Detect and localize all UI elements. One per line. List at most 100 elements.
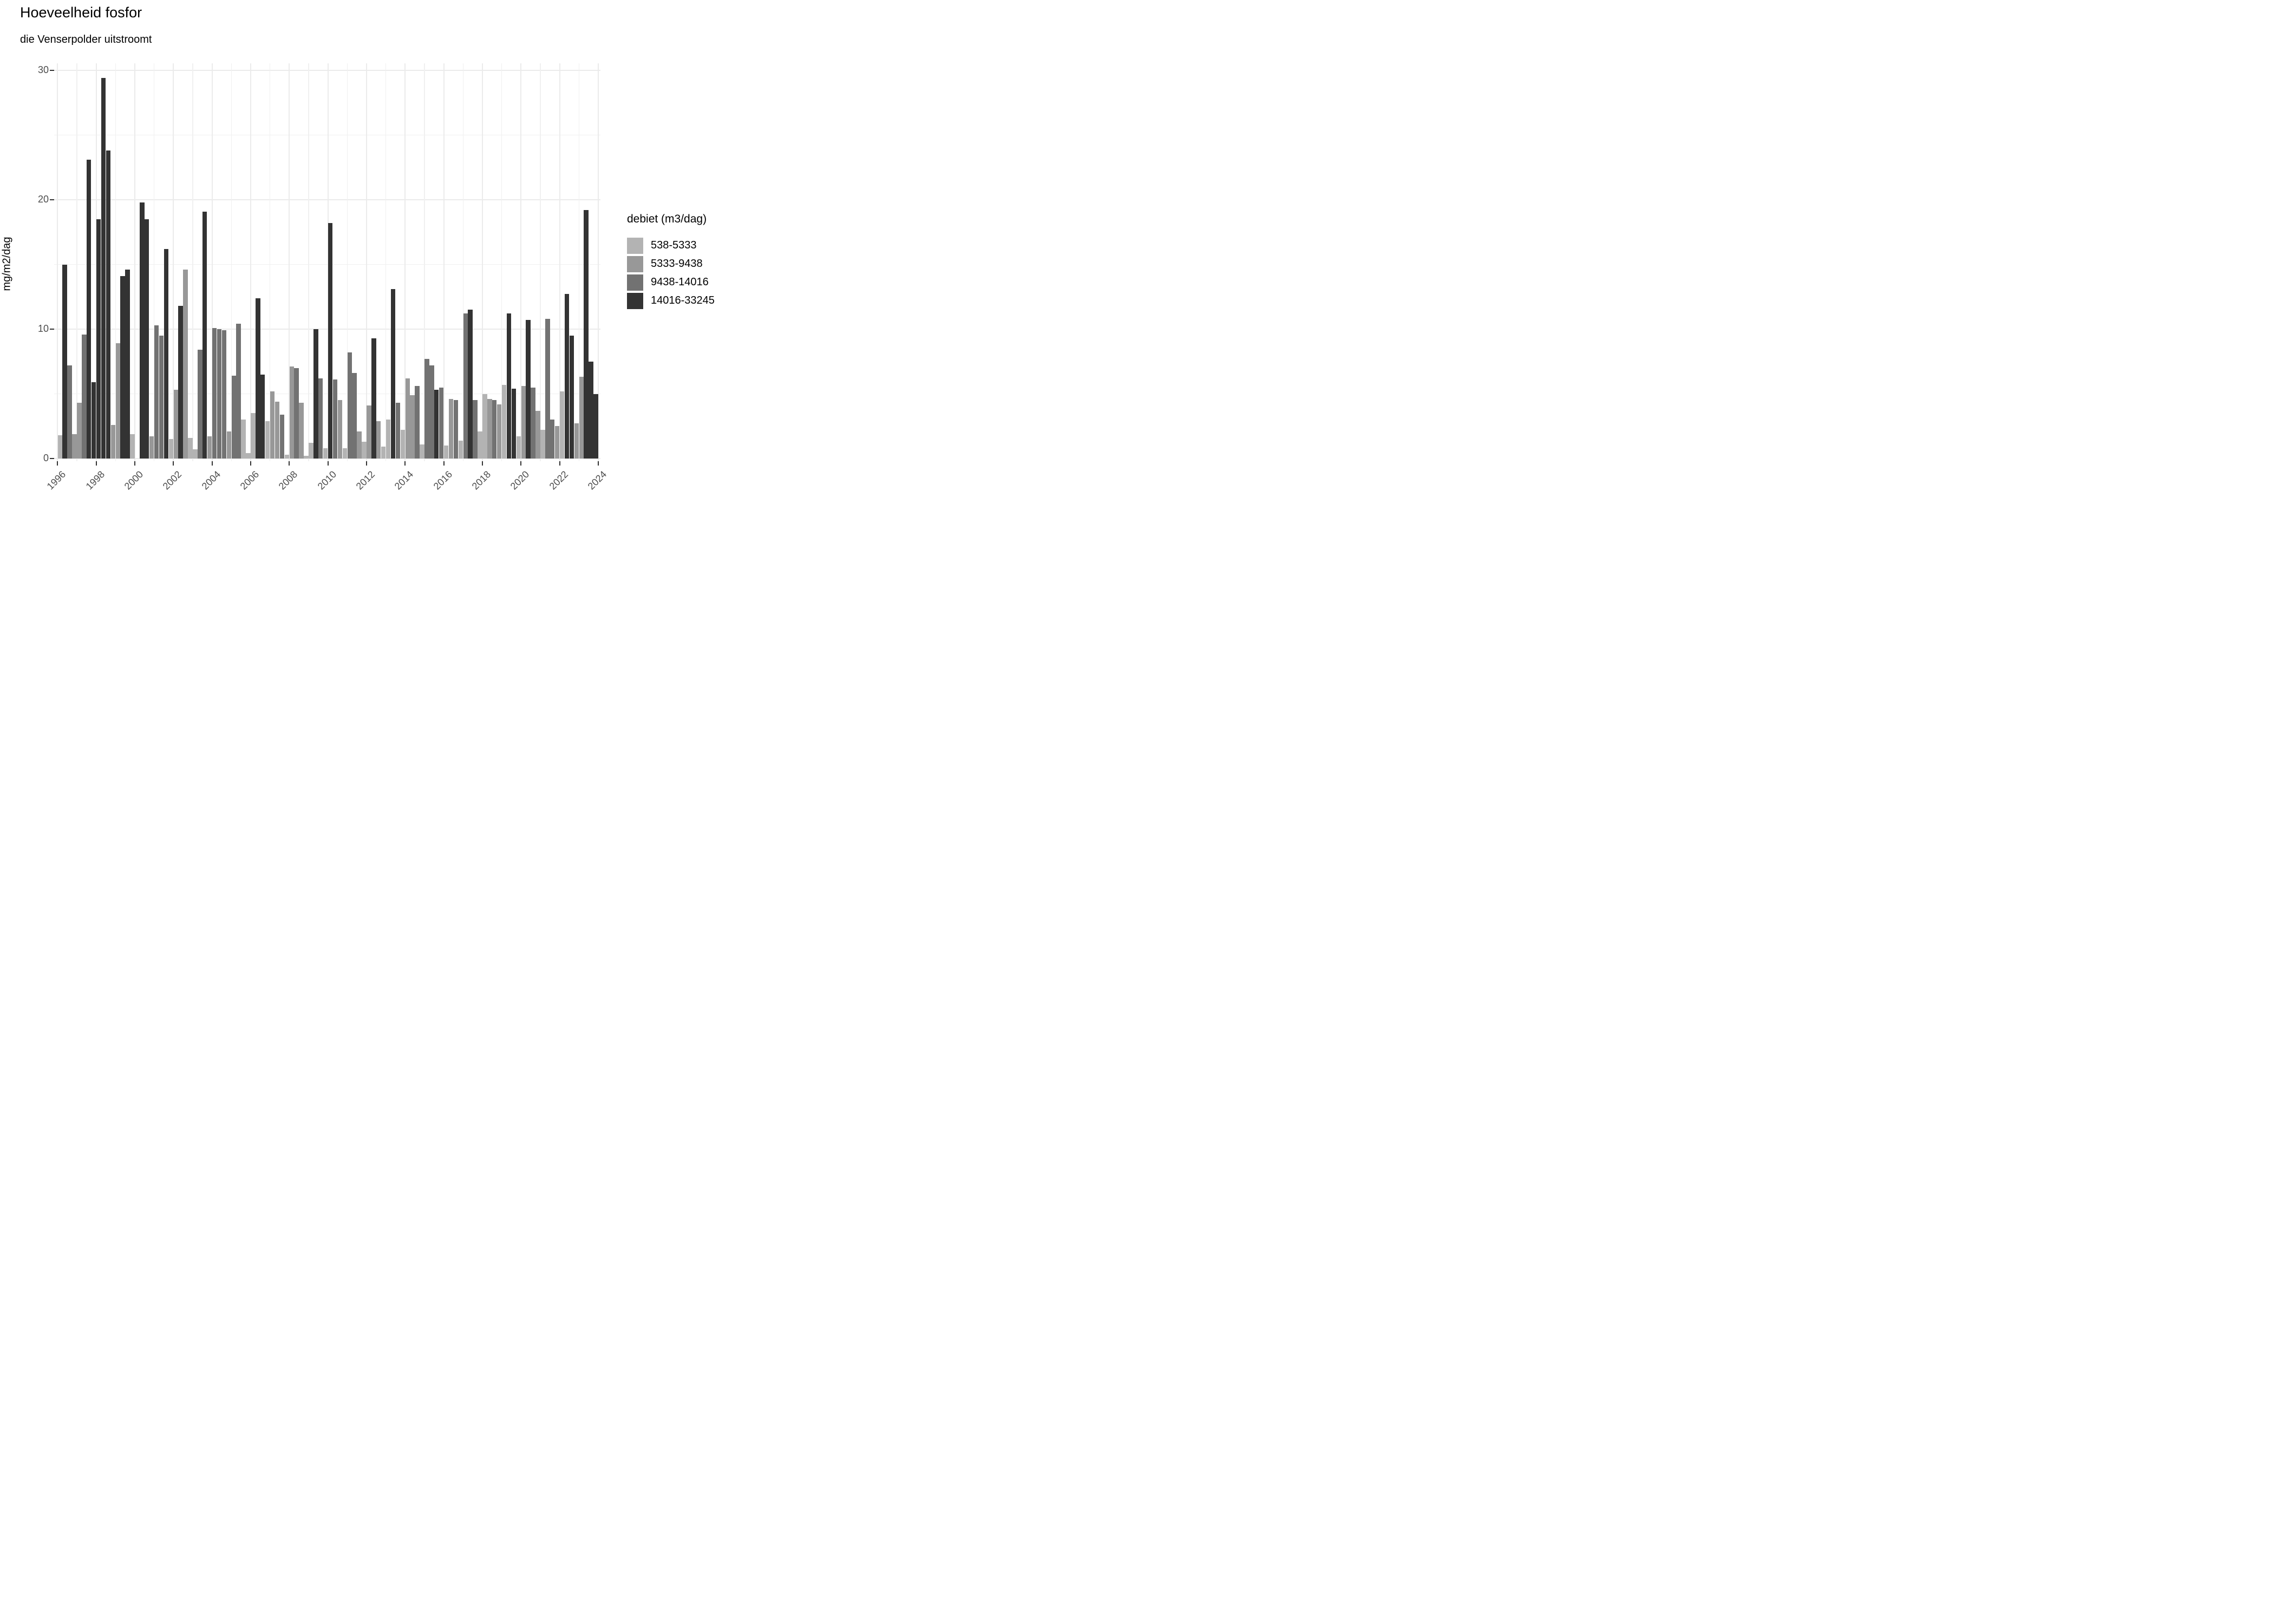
bar <box>463 313 468 459</box>
bar <box>443 446 449 459</box>
chart-title: Hoeveelheid fosfor <box>20 4 142 21</box>
legend-label: 538-5333 <box>651 239 697 251</box>
bar <box>72 434 77 459</box>
bar <box>550 420 555 459</box>
bar <box>478 431 482 459</box>
gridline-y-minor <box>54 134 600 136</box>
bar <box>221 330 227 459</box>
gridline-x-major <box>365 63 368 461</box>
x-tick-mark <box>289 461 290 466</box>
bar <box>424 358 429 459</box>
bar <box>125 270 130 459</box>
bar <box>294 368 299 459</box>
bar <box>554 426 560 459</box>
bar <box>429 365 434 459</box>
x-tick-mark <box>559 461 560 466</box>
x-tick-label: 2008 <box>276 469 300 492</box>
bar <box>439 387 444 459</box>
x-tick-mark <box>95 461 97 466</box>
bar <box>110 424 116 459</box>
bar <box>202 211 207 459</box>
bar <box>270 391 275 459</box>
gridline-x-minor <box>578 63 580 461</box>
bar <box>91 382 96 459</box>
bar <box>140 202 145 459</box>
legend-key-swatch <box>627 293 643 309</box>
bar <box>309 443 313 459</box>
bar <box>362 441 367 459</box>
gridline-x-minor <box>115 63 116 461</box>
bar <box>332 379 338 459</box>
y-tick-mark <box>50 199 54 200</box>
bar <box>212 328 217 459</box>
gridline-x-minor <box>153 63 155 461</box>
bar <box>579 377 584 459</box>
bar <box>482 394 487 459</box>
bar <box>106 150 111 459</box>
y-axis-label: mg/m2/dag <box>1 237 13 291</box>
x-tick-mark <box>520 461 522 466</box>
gridline-y-minor <box>54 393 600 395</box>
bar <box>405 378 410 459</box>
bar <box>468 310 473 459</box>
bar <box>130 434 135 459</box>
bar <box>589 361 593 459</box>
bar <box>231 376 236 459</box>
bar <box>535 410 540 459</box>
x-tick-mark <box>250 461 251 466</box>
bar <box>313 329 318 459</box>
bar <box>241 420 246 459</box>
y-tick-label: 0 <box>43 453 49 463</box>
gridline-x-major <box>173 63 174 461</box>
bar <box>77 403 82 459</box>
legend-key-swatch <box>627 256 643 272</box>
bar <box>251 413 256 459</box>
x-tick-label: 2002 <box>160 469 184 492</box>
bar <box>328 223 333 459</box>
gridline-x-major <box>57 63 58 461</box>
x-tick-mark <box>443 461 445 466</box>
bar <box>390 289 396 459</box>
bar <box>217 329 222 459</box>
bar <box>87 159 92 459</box>
bar <box>564 294 570 459</box>
bar <box>574 423 579 459</box>
gridline-x-minor <box>269 63 271 461</box>
bar <box>193 449 198 459</box>
y-tick-label: 10 <box>37 323 49 334</box>
bar <box>434 390 439 459</box>
gridline-x-major <box>95 63 97 461</box>
bar <box>473 400 478 459</box>
gridline-x-major <box>250 63 252 461</box>
bar <box>115 343 120 459</box>
gridline-x-major <box>289 63 290 461</box>
bar <box>154 325 159 459</box>
bar <box>395 403 401 459</box>
bar <box>531 387 535 459</box>
bar <box>357 431 362 459</box>
legend-key-swatch <box>627 274 643 291</box>
x-tick-mark <box>211 461 213 466</box>
bar <box>420 444 424 459</box>
bar <box>487 399 492 459</box>
x-tick-label: 2018 <box>469 469 493 492</box>
bar <box>521 386 526 459</box>
gridline-x-minor <box>462 63 464 461</box>
gridline-x-minor <box>385 63 387 461</box>
bar <box>188 437 193 459</box>
gridline-x-minor <box>540 63 541 461</box>
bar <box>120 276 125 459</box>
bar <box>400 430 406 459</box>
gridline-y-major <box>54 69 600 71</box>
bar <box>246 453 251 459</box>
x-tick-label: 2012 <box>354 469 377 492</box>
bar <box>381 447 386 459</box>
bar <box>275 401 280 459</box>
bar <box>168 439 174 459</box>
bar <box>352 373 357 459</box>
gridline-x-major <box>404 63 406 461</box>
x-tick-mark <box>404 461 406 466</box>
bar <box>299 403 304 459</box>
bar <box>415 386 420 459</box>
bar <box>593 394 598 459</box>
